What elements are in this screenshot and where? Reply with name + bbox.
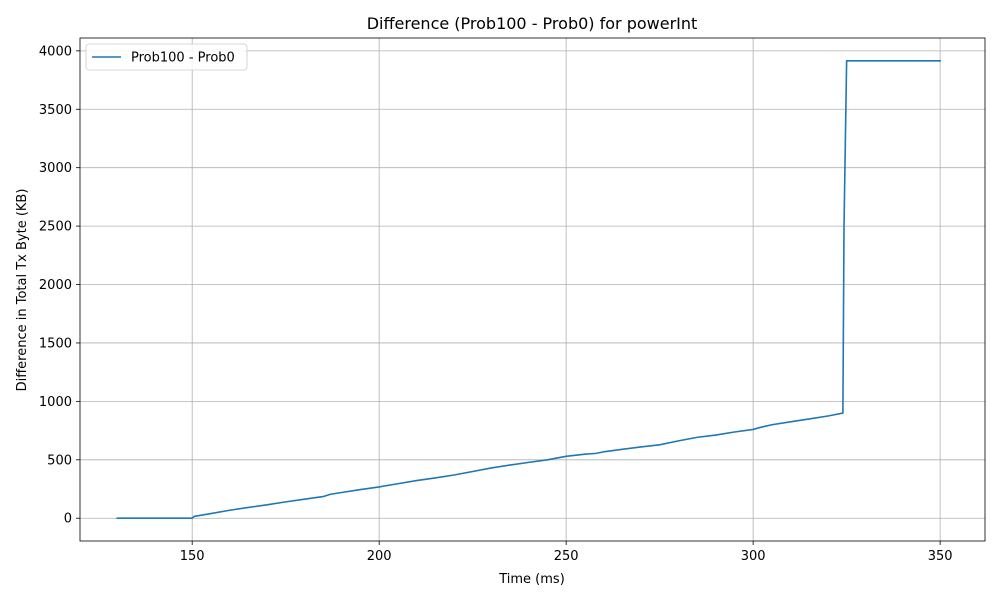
y-tick-label-1500: 1500 xyxy=(39,336,72,351)
y-tick-label-3500: 3500 xyxy=(39,103,72,118)
y-tick-label-0: 0 xyxy=(64,512,72,527)
chart-title: Difference (Prob100 - Prob0) for powerIn… xyxy=(367,14,698,33)
y-tick-label-2500: 2500 xyxy=(39,220,72,235)
x-tick-label-300: 300 xyxy=(741,549,766,564)
y-tick-label-1000: 1000 xyxy=(39,395,72,410)
x-tick-label-350: 350 xyxy=(928,549,953,564)
y-tick-label-500: 500 xyxy=(47,453,72,468)
x-tick-label-200: 200 xyxy=(367,549,392,564)
x-tick-label-150: 150 xyxy=(180,549,205,564)
legend: Prob100 - Prob0 xyxy=(86,44,247,70)
legend-label: Prob100 - Prob0 xyxy=(131,51,235,66)
y-tick-label-2000: 2000 xyxy=(39,278,72,293)
y-axis-label: Difference in Total Tx Byte (KB) xyxy=(15,189,30,392)
x-tick-label-250: 250 xyxy=(554,549,579,564)
y-tick-label-3000: 3000 xyxy=(39,161,72,176)
y-tick-label-4000: 4000 xyxy=(39,44,72,59)
x-axis-label: Time (ms) xyxy=(498,572,565,587)
